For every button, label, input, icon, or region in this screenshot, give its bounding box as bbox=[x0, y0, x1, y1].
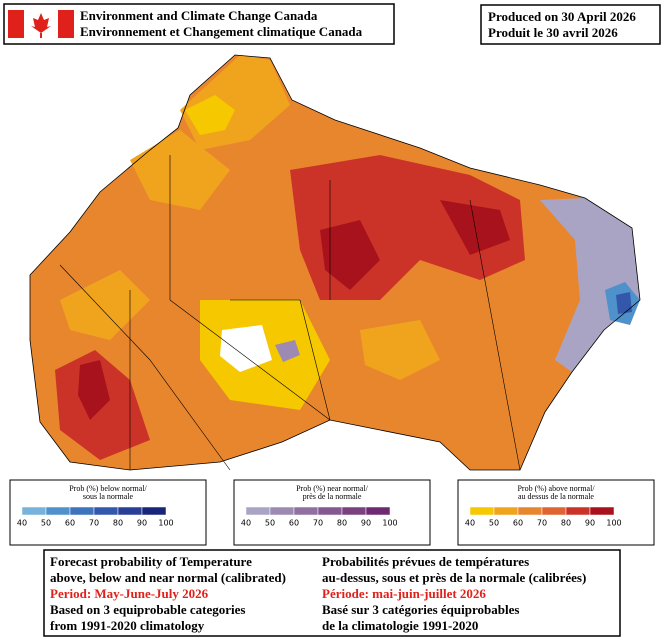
legend-tick: 90 bbox=[361, 519, 371, 528]
legend-title-fr: sous la normale bbox=[83, 492, 134, 501]
legend-tick: 100 bbox=[606, 519, 621, 528]
legend-swatch bbox=[493, 506, 519, 516]
map-field bbox=[29, 54, 641, 471]
legend-title-en: Prob (%) below normal/ bbox=[69, 484, 147, 493]
legend-title-en: Prob (%) above normal/ bbox=[517, 484, 595, 493]
legend-swatch bbox=[141, 506, 167, 516]
legend-tick: 40 bbox=[241, 519, 251, 528]
legend-tick: 100 bbox=[158, 519, 173, 528]
agency-en: Environment and Climate Change Canada bbox=[80, 8, 318, 23]
footer-line: au-dessus, sous et près de la normale (c… bbox=[322, 570, 586, 585]
legend-tick: 60 bbox=[65, 519, 75, 528]
legend-tick: 100 bbox=[382, 519, 397, 528]
footer-line: de la climatologie 1991-2020 bbox=[322, 618, 478, 633]
legend-swatch bbox=[245, 506, 271, 516]
footer-line: Basé sur 3 catégories équiprobables bbox=[322, 602, 519, 617]
agency-fr: Environnement et Changement climatique C… bbox=[80, 24, 363, 39]
footer-line: Période: mai-juin-juillet 2026 bbox=[322, 586, 486, 601]
legend-title-en: Prob (%) near normal/ bbox=[296, 484, 369, 493]
legend-tick: 50 bbox=[489, 519, 499, 528]
legend-title-fr: au dessus de la normale bbox=[518, 492, 594, 501]
legends: Prob (%) below normal/sous la normale 40 5… bbox=[9, 479, 655, 546]
header-left: Environment and Climate Change Canada En… bbox=[3, 3, 395, 45]
legend-tick: 50 bbox=[265, 519, 275, 528]
produced-fr: Produit le 30 avril 2026 bbox=[488, 25, 618, 40]
legend-swatch bbox=[45, 506, 71, 516]
footer-line: from 1991-2020 climatology bbox=[50, 618, 205, 633]
legend-swatch bbox=[69, 506, 95, 516]
footer-line: above, below and near normal (calibrated… bbox=[50, 570, 286, 585]
footer-line: Forecast probability of Temperature bbox=[50, 554, 252, 569]
legend-tick: 60 bbox=[513, 519, 523, 528]
legend-tick: 80 bbox=[561, 519, 571, 528]
legend-swatch bbox=[565, 506, 591, 516]
footer-line: Based on 3 equiprobable categories bbox=[50, 602, 246, 617]
legend-tick: 80 bbox=[337, 519, 347, 528]
legend-swatch bbox=[365, 506, 391, 516]
legend-tick: 70 bbox=[537, 519, 547, 528]
legend-title-fr: près de la normale bbox=[303, 492, 362, 501]
legend-swatch bbox=[293, 506, 319, 516]
legend-tick: 80 bbox=[113, 519, 123, 528]
legend-tick: 70 bbox=[89, 519, 99, 528]
produced-en: Produced on 30 April 2026 bbox=[488, 9, 636, 24]
footer-line: Probabilités prévues de températures bbox=[322, 554, 529, 569]
legend-tick: 40 bbox=[465, 519, 475, 528]
legend-swatch bbox=[541, 506, 567, 516]
legend-swatch bbox=[117, 506, 143, 516]
legend-tick: 60 bbox=[289, 519, 299, 528]
legend-swatch bbox=[269, 506, 295, 516]
legend-tick: 90 bbox=[585, 519, 595, 528]
legend-swatch bbox=[589, 506, 615, 516]
legend-swatch bbox=[517, 506, 543, 516]
legend-swatch bbox=[93, 506, 119, 516]
footer-text: Forecast probability of Temperatureabove… bbox=[50, 554, 586, 633]
legend-swatch bbox=[21, 506, 47, 516]
footer: Forecast probability of Temperatureabove… bbox=[43, 549, 621, 637]
legend-swatch bbox=[341, 506, 367, 516]
legend-tick: 90 bbox=[137, 519, 147, 528]
footer-line: Period: May-June-July 2026 bbox=[50, 586, 209, 601]
legend-swatch bbox=[469, 506, 495, 516]
legend-tick: 70 bbox=[313, 519, 323, 528]
legend-swatch bbox=[317, 506, 343, 516]
legend-tick: 50 bbox=[41, 519, 51, 528]
legend-tick: 40 bbox=[17, 519, 27, 528]
header-right: Produced on 30 April 2026 Produit le 30 … bbox=[480, 4, 661, 45]
